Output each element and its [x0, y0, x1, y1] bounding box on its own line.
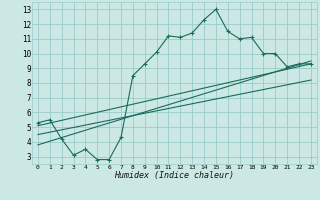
X-axis label: Humidex (Indice chaleur): Humidex (Indice chaleur) [115, 171, 234, 180]
